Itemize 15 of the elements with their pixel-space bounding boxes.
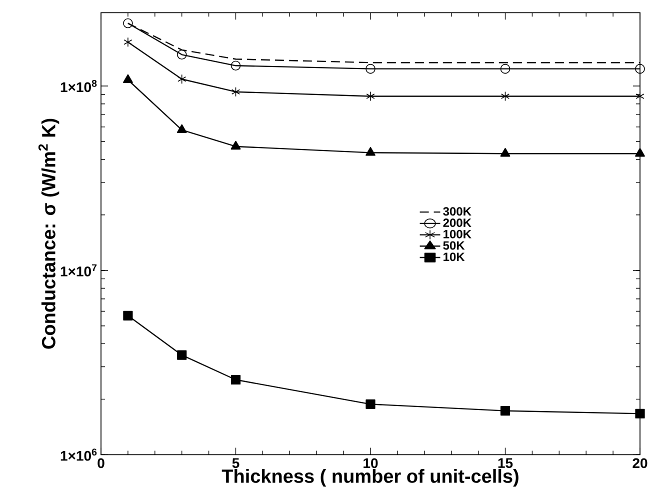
- legend-label: 10K: [444, 252, 465, 262]
- legend-label: 200K: [443, 218, 472, 228]
- y-tick-label: 1×10$^{6}$: [60, 448, 97, 461]
- x-tick-label: 15: [498, 458, 513, 468]
- y-tick-label: 1×10$^{8}$: [60, 80, 97, 92]
- legend-label: 300K: [443, 207, 472, 216]
- y-tick-label: 1×10$^{7}$: [60, 264, 97, 276]
- x-tick-label: 20: [632, 458, 648, 468]
- x-tick-label: 0: [98, 458, 104, 468]
- x-axis-title: Thickness ( number of unit-cells): [222, 468, 518, 487]
- y-axis-title: Conductance: σ (W/m$^{2}$ K): [38, 118, 60, 349]
- legend-label: 100K: [444, 230, 472, 238]
- legend-label: 50K: [443, 241, 465, 250]
- x-tick-label: 10: [364, 458, 378, 468]
- x-tick-label: 5: [232, 458, 240, 468]
